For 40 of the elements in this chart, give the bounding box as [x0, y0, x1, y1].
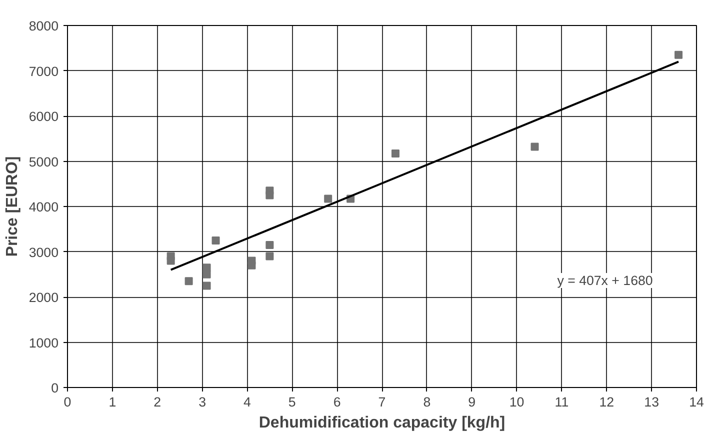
x-tick-label: 4 — [244, 394, 252, 410]
x-tick-label: 1 — [108, 394, 116, 410]
x-tick-label: 0 — [64, 394, 72, 410]
point — [184, 277, 193, 286]
x-tick-label: 8 — [423, 394, 431, 410]
point — [166, 256, 175, 265]
point — [674, 50, 683, 59]
point — [530, 142, 539, 151]
x-axis-title: Dehumidification capacity [kg/h] — [258, 414, 506, 432]
x-tick-label: 13 — [644, 394, 659, 410]
x-tick-label: 10 — [509, 394, 524, 410]
point — [212, 236, 220, 244]
x-tick-label: 2 — [154, 394, 162, 410]
point — [248, 261, 256, 270]
point — [266, 252, 274, 260]
x-tick-label: 5 — [288, 394, 296, 410]
y-tick-label: 4000 — [28, 200, 59, 214]
x-tick-label: 9 — [468, 394, 476, 410]
x-tick-label: 14 — [689, 394, 704, 410]
point — [266, 240, 274, 249]
point — [202, 270, 211, 278]
x-tick-label: 11 — [554, 394, 569, 410]
y-tick-label: 3000 — [28, 244, 59, 260]
y-axis-title: Price [EURO] — [4, 156, 21, 257]
y-tick-label: 6000 — [28, 109, 59, 124]
x-tick-label: 3 — [198, 394, 206, 410]
point — [391, 150, 400, 158]
point — [266, 191, 274, 200]
x-tick-label: 12 — [599, 394, 614, 410]
x-tick-label: 6 — [333, 394, 341, 410]
point — [324, 194, 332, 203]
y-tick-label: 0 — [51, 380, 59, 396]
y-tick-label: 5000 — [28, 154, 59, 170]
y-tick-label: 8000 — [28, 18, 59, 34]
annotation: y = 407x + 1680 — [557, 272, 653, 288]
point — [202, 282, 211, 290]
y-tick-label: 2000 — [28, 290, 59, 305]
y-tick-label: 7000 — [28, 64, 59, 79]
y-tick-label: 1000 — [28, 335, 59, 350]
x-tick-label: 7 — [378, 394, 386, 410]
